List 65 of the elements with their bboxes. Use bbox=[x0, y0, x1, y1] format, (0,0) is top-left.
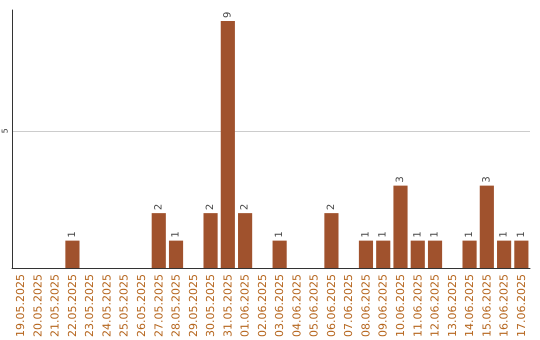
bar bbox=[462, 240, 477, 268]
bar bbox=[393, 186, 408, 268]
x-tick-label: 01.06.2025 bbox=[238, 274, 252, 338]
x-tick-label: 15.06.2025 bbox=[480, 274, 494, 338]
data-label: 1 bbox=[430, 231, 441, 238]
x-tick-label: 27.05.2025 bbox=[152, 274, 166, 338]
data-label: 1 bbox=[66, 231, 78, 238]
data-label: 1 bbox=[170, 231, 182, 238]
x-tick-label: 12.06.2025 bbox=[428, 274, 442, 338]
x-tick-label: 28.05.2025 bbox=[170, 274, 183, 338]
bar bbox=[65, 240, 80, 268]
bar bbox=[324, 213, 339, 268]
data-label: 9 bbox=[222, 12, 234, 18]
x-tick-label: 08.06.2025 bbox=[359, 274, 372, 338]
x-tick-label: 02.06.2025 bbox=[256, 274, 269, 338]
data-label: 1 bbox=[412, 231, 424, 238]
x-tick-label: 31.05.2025 bbox=[221, 274, 234, 338]
bar bbox=[497, 240, 512, 268]
x-tick-label: 23.05.2025 bbox=[83, 274, 96, 338]
y-tick-label: 5 bbox=[0, 128, 10, 134]
bar bbox=[428, 240, 442, 268]
data-label: 3 bbox=[481, 176, 492, 183]
x-tick-label: 10.06.2025 bbox=[394, 274, 407, 338]
x-tick-label: 06.06.2025 bbox=[324, 274, 338, 338]
x-tick-label: 07.06.2025 bbox=[342, 274, 356, 338]
data-label: 2 bbox=[205, 204, 216, 210]
x-tick-label: 21.05.2025 bbox=[48, 274, 62, 338]
data-label: 1 bbox=[498, 231, 510, 238]
x-tick-label: 11.06.2025 bbox=[411, 274, 424, 338]
bar bbox=[168, 240, 184, 268]
x-tick-label: 09.06.2025 bbox=[376, 274, 390, 338]
bar bbox=[480, 186, 494, 268]
x-tick-label: 03.06.2025 bbox=[273, 274, 286, 338]
bar bbox=[203, 213, 218, 268]
data-label: 1 bbox=[516, 231, 527, 238]
bar bbox=[410, 240, 425, 268]
data-label: 2 bbox=[153, 204, 164, 210]
x-tick-label: 30.05.2025 bbox=[204, 274, 218, 338]
x-tick-label: 20.05.2025 bbox=[31, 274, 44, 338]
x-tick-label: 19.05.2025 bbox=[14, 274, 28, 338]
bar bbox=[220, 20, 235, 268]
x-tick-label: 29.05.2025 bbox=[186, 274, 200, 338]
data-label: 1 bbox=[464, 231, 476, 238]
bar bbox=[514, 240, 528, 268]
data-label: 1 bbox=[378, 231, 389, 238]
data-label: 2 bbox=[240, 204, 251, 210]
bar bbox=[376, 240, 390, 268]
x-tick-label: 14.06.2025 bbox=[463, 274, 476, 338]
data-label: 1 bbox=[360, 231, 372, 238]
x-tick-label: 05.06.2025 bbox=[308, 274, 321, 338]
x-tick-label: 25.05.2025 bbox=[118, 274, 131, 338]
x-tick-label: 26.05.2025 bbox=[135, 274, 148, 338]
bar bbox=[272, 240, 287, 268]
x-tick-label: 16.06.2025 bbox=[498, 274, 511, 338]
x-tick-label: 17.06.2025 bbox=[514, 274, 528, 338]
x-tick-label: 13.06.2025 bbox=[446, 274, 459, 338]
data-label: 2 bbox=[326, 204, 337, 210]
bar bbox=[238, 213, 252, 268]
x-tick-label: 24.05.2025 bbox=[100, 274, 114, 338]
bar bbox=[152, 213, 166, 268]
x-tick-label: 04.06.2025 bbox=[290, 274, 304, 338]
data-label: 1 bbox=[274, 231, 286, 238]
bar bbox=[358, 240, 374, 268]
data-label: 3 bbox=[395, 176, 406, 183]
x-tick-label: 22.05.2025 bbox=[66, 274, 79, 338]
